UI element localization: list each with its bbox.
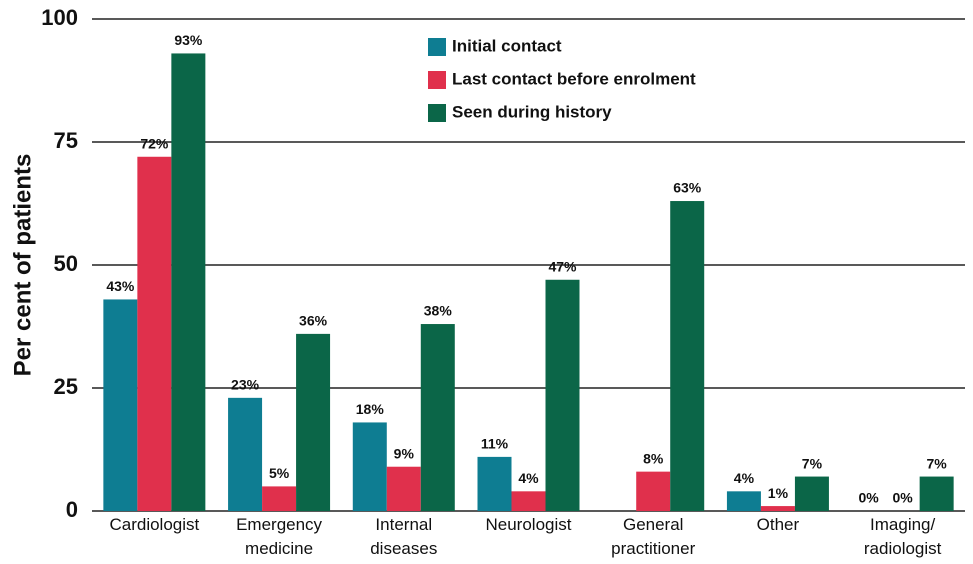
value-label: 8% [643, 450, 664, 466]
legend-label: Seen during history [452, 102, 612, 121]
x-tick-label: Other [757, 515, 800, 534]
x-tick-label-line: Imaging/ [870, 515, 935, 534]
bar [137, 156, 172, 511]
bar [726, 491, 761, 511]
value-label: 47% [548, 258, 577, 274]
x-tick-label-line: General [623, 515, 683, 534]
value-label: 18% [356, 401, 385, 417]
x-tick-label-line: Other [757, 515, 800, 534]
y-tick-label: 75 [54, 128, 78, 153]
bar [228, 397, 263, 511]
x-tick-label: Neurologist [486, 515, 572, 534]
value-label: 7% [927, 455, 948, 471]
value-label: 23% [231, 377, 260, 393]
legend-swatch [428, 38, 446, 56]
bar [670, 201, 705, 512]
value-label: 0% [893, 490, 914, 506]
x-tick-label-line: Emergency [236, 515, 322, 534]
x-tick-label-line: medicine [245, 539, 313, 558]
x-tick-label: Emergency medicine [236, 515, 322, 558]
x-tick-label-line: radiologist [864, 539, 942, 558]
x-tick-label: Imaging/radiologist [864, 515, 942, 558]
bar [545, 279, 580, 511]
bar [477, 456, 512, 511]
value-label: 5% [269, 465, 290, 481]
value-label: 9% [394, 445, 415, 461]
x-tick-label-line: practitioner [611, 539, 695, 558]
bar [919, 476, 954, 511]
x-tick-label: Internal diseases [370, 515, 437, 558]
y-axis-label: Per cent of patients [9, 154, 36, 377]
value-label: 38% [424, 303, 453, 319]
legend-swatch [428, 104, 446, 122]
bar [103, 299, 138, 511]
value-label: 4% [734, 470, 755, 486]
legend-label: Last contact before enrolment [452, 69, 696, 88]
y-tick-label: 25 [54, 374, 78, 399]
bar [296, 333, 331, 511]
value-label: 0% [859, 490, 880, 506]
bar [760, 506, 795, 511]
bar [352, 422, 387, 511]
bar [420, 324, 455, 511]
y-tick-label: 50 [54, 251, 78, 276]
y-tick-label: 0 [66, 497, 78, 522]
x-tick-label-line: Cardiologist [109, 515, 199, 534]
value-label: 36% [299, 313, 328, 329]
value-label: 63% [673, 180, 702, 196]
x-tick-label-line: diseases [370, 539, 437, 558]
value-label: 93% [174, 32, 203, 48]
value-label: 72% [140, 135, 169, 151]
bar [386, 466, 421, 511]
x-tick-label: Cardiologist [109, 515, 199, 534]
x-tick-label-line: Internal [375, 515, 432, 534]
bar [794, 476, 829, 511]
bar [262, 486, 297, 511]
bar [511, 491, 546, 511]
bar [636, 471, 671, 511]
value-label: 43% [106, 278, 135, 294]
legend-label: Initial contact [452, 36, 562, 55]
value-label: 1% [768, 485, 789, 501]
bar [171, 53, 206, 511]
legend-swatch [428, 71, 446, 89]
x-tick-label: General practitioner [611, 515, 695, 558]
value-label: 7% [802, 455, 823, 471]
y-tick-label: 100 [41, 5, 78, 30]
x-tick-label-line: Neurologist [486, 515, 572, 534]
value-label: 4% [518, 470, 539, 486]
value-label: 11% [481, 436, 509, 452]
